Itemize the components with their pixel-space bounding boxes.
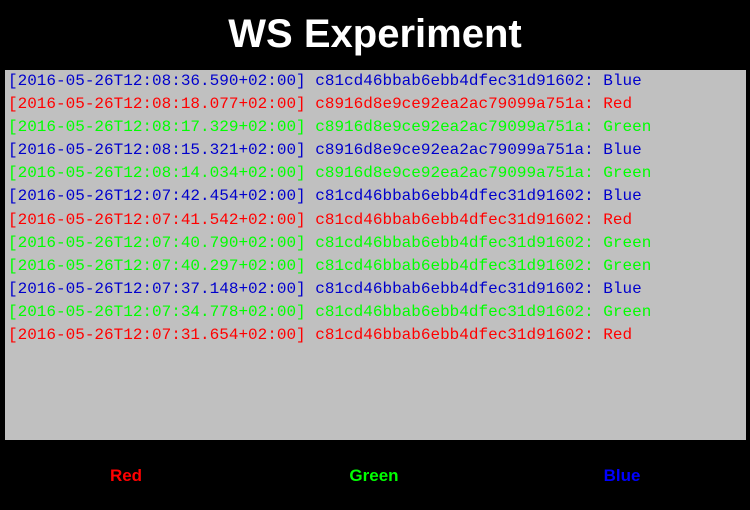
log-entry: [2016-05-26T12:07:40.297+02:00] c81cd46b… [8,256,652,275]
color-button-bar: Red Green Blue [0,462,750,492]
red-button[interactable]: Red [106,462,146,490]
log-entry: [2016-05-26T12:08:36.590+02:00] c81cd46b… [8,72,642,90]
message-log-list: [2016-05-26T12:08:36.590+02:00] c81cd46b… [5,70,746,347]
message-log-panel[interactable]: [2016-05-26T12:08:36.590+02:00] c81cd46b… [5,70,746,440]
log-entry: [2016-05-26T12:07:31.654+02:00] c81cd46b… [8,326,633,345]
green-button[interactable]: Green [345,462,402,490]
log-entry: [2016-05-26T12:08:15.321+02:00] c8916d8e… [8,141,642,160]
log-entry: [2016-05-26T12:07:37.148+02:00] c81cd46b… [8,279,642,298]
log-entry: [2016-05-26T12:07:41.542+02:00] c81cd46b… [8,210,633,229]
log-entry: [2016-05-26T12:08:18.077+02:00] c8916d8e… [8,95,633,114]
log-entry: [2016-05-26T12:07:40.790+02:00] c81cd46b… [8,233,652,252]
log-entry: [2016-05-26T12:08:17.329+02:00] c8916d8e… [8,118,652,137]
blue-button[interactable]: Blue [600,462,645,490]
log-entry: [2016-05-26T12:08:14.034+02:00] c8916d8e… [8,164,652,183]
log-entry: [2016-05-26T12:07:42.454+02:00] c81cd46b… [8,187,642,206]
log-entry: [2016-05-26T12:07:34.778+02:00] c81cd46b… [8,302,652,321]
page-title: WS Experiment [228,12,522,56]
